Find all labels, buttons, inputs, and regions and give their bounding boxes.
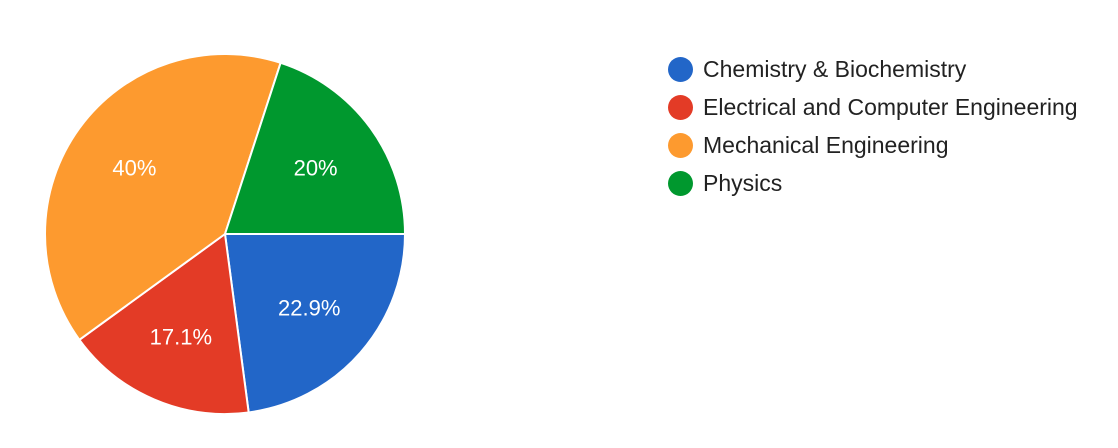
legend-swatch-physics [668, 170, 693, 196]
legend-label-mechanical-engineering: Mechanical Engineering [703, 131, 949, 158]
pie-plot-area: 22.9% 17.1% 40% 20% [44, 53, 407, 415]
legend-swatch-chemistry [668, 56, 693, 82]
pie-slice-chemistry[interactable] [223, 233, 407, 414]
legend-swatch-mechanical-engineering [668, 132, 693, 158]
slice-label-electrical-computer-engineering: 17.1% [150, 324, 212, 349]
legend-label-electrical-computer-engineering: Electrical and Computer Engineering [703, 93, 1078, 120]
pie-slice-physics[interactable] [223, 61, 407, 235]
pie-slice-labels: 22.9% 17.1% 40% 20% [112, 156, 340, 350]
legend-item-electrical-computer-engineering[interactable]: Electrical and Computer Engineering [668, 88, 1078, 126]
legend: Chemistry & Biochemistry Electrical and … [668, 50, 1078, 202]
slice-label-physics: 20% [294, 156, 338, 181]
pie-slice-electrical-computer-engineering[interactable] [77, 232, 250, 415]
legend-item-physics[interactable]: Physics [668, 164, 1078, 202]
pie-slice-mechanical-engineering[interactable] [44, 53, 282, 342]
legend-label-physics: Physics [703, 169, 783, 196]
pie-slices [44, 53, 407, 415]
legend-item-mechanical-engineering[interactable]: Mechanical Engineering [668, 126, 1078, 164]
legend-label-chemistry: Chemistry & Biochemistry [703, 55, 967, 82]
legend-item-chemistry[interactable]: Chemistry & Biochemistry [668, 50, 1078, 88]
slice-label-chemistry: 22.9% [278, 295, 340, 320]
legend-swatch-electrical-computer-engineering [668, 94, 693, 120]
slice-label-mechanical-engineering: 40% [112, 156, 156, 181]
